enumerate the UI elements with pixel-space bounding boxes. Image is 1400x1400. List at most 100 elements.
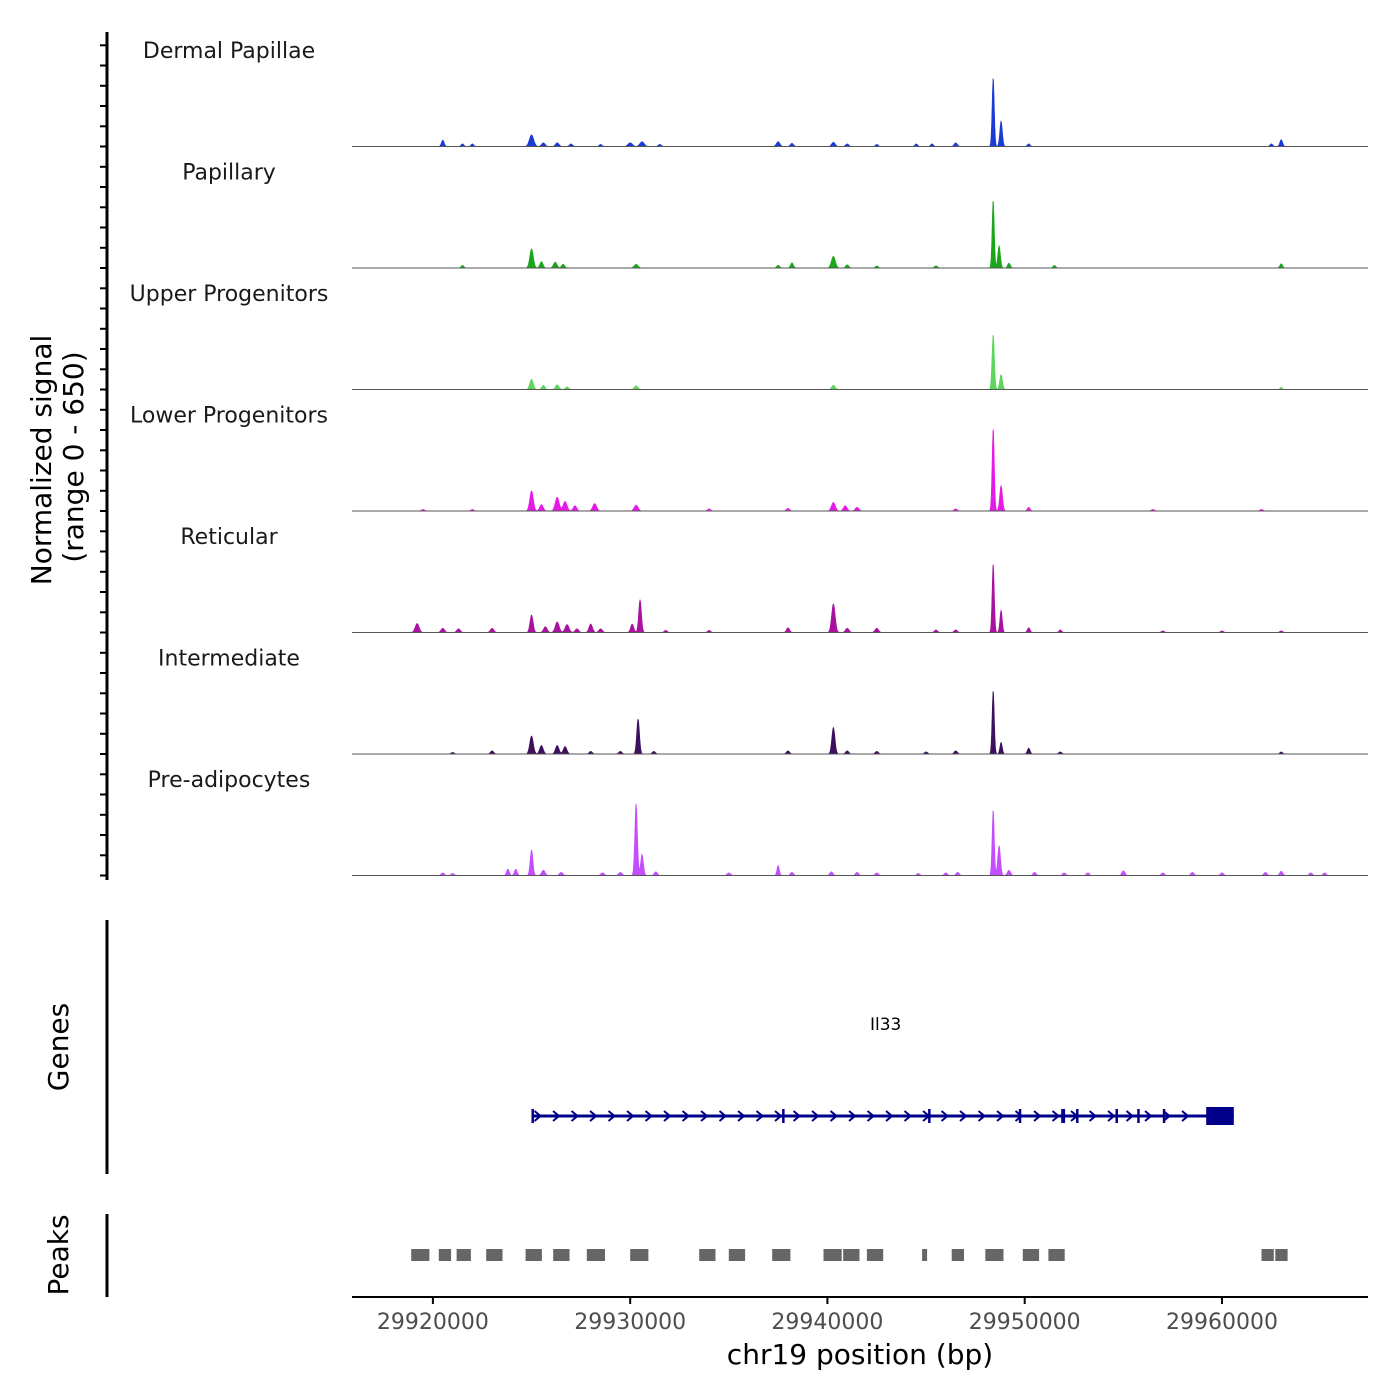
- peak-region: [985, 1249, 1004, 1261]
- x-axis: 29920000 29930000 29940000 29950000 29960000: [377, 1297, 1278, 1335]
- y-axis-label-line1: Normalized signal: [25, 335, 58, 586]
- coverage-area: [354, 803, 1331, 876]
- x-tick-label: 29920000: [377, 1310, 489, 1335]
- track-label: Reticular: [180, 525, 278, 550]
- strand-arrow: [1051, 1110, 1061, 1122]
- x-tick-label: 29950000: [969, 1310, 1081, 1335]
- gene-exon: [531, 1109, 534, 1123]
- gene-exon: [928, 1109, 931, 1123]
- track-label: Papillary: [182, 160, 276, 185]
- coverage-track: Upper Progenitors: [130, 282, 1368, 390]
- coverage-track: Lower Progenitors: [130, 403, 1368, 512]
- peak-region: [1261, 1249, 1274, 1261]
- gene-exon: [1076, 1109, 1079, 1123]
- strand-arrow: [737, 1110, 746, 1122]
- gene-name-label: Il33: [870, 1015, 901, 1035]
- strand-arrow: [718, 1110, 728, 1122]
- strand-arrow: [996, 1110, 1005, 1122]
- strand-arrow: [940, 1110, 950, 1122]
- gene-exon: [1018, 1109, 1022, 1123]
- peak-region: [486, 1249, 503, 1261]
- gene-exon: [782, 1109, 785, 1123]
- coverage-area: [354, 564, 1331, 633]
- strand-arrow: [885, 1110, 894, 1122]
- gene-exon: [1162, 1109, 1166, 1123]
- strand-arrow: [866, 1110, 876, 1122]
- peak-region: [866, 1249, 884, 1261]
- strand-arrow: [755, 1110, 765, 1122]
- x-tick-label: 29930000: [574, 1310, 686, 1335]
- peak-region: [1275, 1249, 1288, 1261]
- peak-region: [525, 1249, 542, 1261]
- strand-arrow: [533, 1110, 543, 1122]
- strand-arrow: [570, 1110, 580, 1122]
- track-label: Upper Progenitors: [130, 282, 329, 307]
- strand-arrow: [829, 1110, 839, 1122]
- peak-region: [586, 1249, 605, 1261]
- strand-arrow: [977, 1110, 987, 1122]
- strand-arrow: [607, 1110, 617, 1122]
- coverage-track: Pre-adipocytes: [148, 768, 1368, 876]
- gene-exon: [1061, 1109, 1066, 1123]
- strand-arrow: [700, 1110, 709, 1122]
- gene-exon: [1137, 1109, 1140, 1123]
- coverage-tracks: Dermal Papillae Papillary Upper Progenitor…: [130, 39, 1368, 876]
- x-axis-title: chr19 position (bp): [727, 1338, 993, 1371]
- strand-arrow: [552, 1110, 561, 1122]
- peak-region: [922, 1249, 928, 1261]
- coverage-area: [354, 334, 1331, 390]
- peak-region: [553, 1249, 570, 1261]
- peak-region: [699, 1249, 716, 1261]
- gene-exon: [1206, 1107, 1234, 1125]
- y-axis-label-line2: (range 0 - 650): [57, 351, 90, 562]
- strand-arrow: [811, 1110, 820, 1122]
- x-tick-label: 29960000: [1166, 1310, 1278, 1335]
- peak-region: [951, 1249, 964, 1261]
- coverage-area: [354, 78, 1331, 147]
- peak-region: [630, 1249, 649, 1261]
- track-label: Pre-adipocytes: [148, 768, 311, 793]
- coverage-area: [354, 691, 1331, 755]
- strand-arrow: [1107, 1110, 1116, 1122]
- strand-arrow: [774, 1110, 783, 1122]
- track-label: Dermal Papillae: [143, 39, 315, 64]
- track-label: Intermediate: [158, 646, 300, 671]
- strand-arrow: [959, 1110, 968, 1122]
- peak-region: [456, 1249, 471, 1261]
- strand-arrow: [903, 1110, 913, 1122]
- coverage-track: Intermediate: [158, 646, 1368, 755]
- peak-region: [772, 1249, 791, 1261]
- strand-arrow: [663, 1110, 672, 1122]
- strand-arrow: [626, 1110, 635, 1122]
- peaks-track: [411, 1249, 1288, 1261]
- genes-track-label: Genes: [42, 1003, 75, 1091]
- strand-arrow: [681, 1110, 691, 1122]
- strand-arrow: [1144, 1110, 1153, 1122]
- strand-arrow: [1088, 1110, 1098, 1122]
- gene-exon: [1115, 1109, 1118, 1123]
- track-label: Lower Progenitors: [130, 403, 328, 428]
- peak-region: [1048, 1249, 1065, 1261]
- gene-annotation-track: Il33: [531, 1015, 1234, 1125]
- coverage-track: Papillary: [182, 160, 1368, 269]
- strand-arrow: [848, 1110, 857, 1122]
- peak-region: [438, 1249, 452, 1261]
- x-tick-label: 29940000: [771, 1310, 883, 1335]
- strand-arrow: [644, 1110, 654, 1122]
- peak-region: [728, 1249, 746, 1261]
- peak-region: [823, 1249, 842, 1261]
- strand-arrow: [1014, 1110, 1024, 1122]
- signal-y-axis: [100, 32, 109, 880]
- coverage-area: [354, 429, 1331, 512]
- coverage-area: [354, 200, 1331, 269]
- strand-arrow: [1033, 1110, 1042, 1122]
- strand-arrow: [1162, 1110, 1172, 1122]
- coverage-track: Reticular: [180, 525, 1368, 633]
- coverage-track: Dermal Papillae: [143, 39, 1368, 147]
- peak-region: [843, 1249, 860, 1261]
- peak-region: [1022, 1249, 1040, 1261]
- strand-arrow: [1181, 1110, 1190, 1122]
- strand-arrow: [1125, 1110, 1135, 1122]
- strand-arrow: [589, 1110, 598, 1122]
